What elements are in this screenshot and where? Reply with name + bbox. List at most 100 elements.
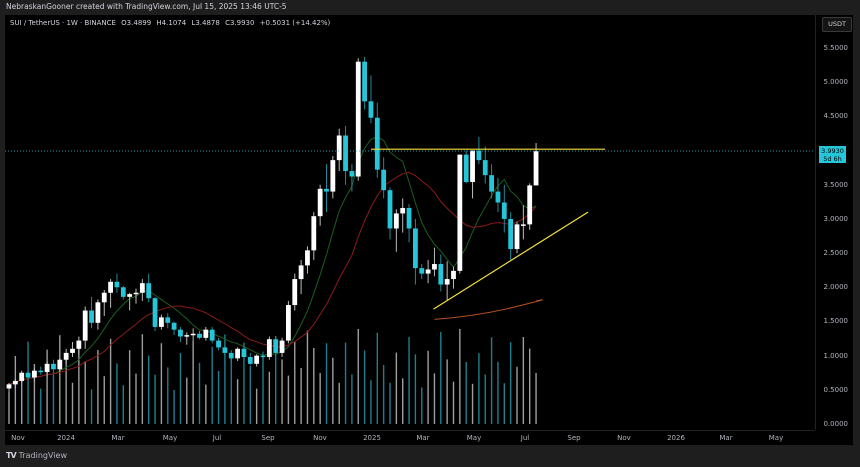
candle-body [25, 372, 31, 378]
candle-body [273, 339, 279, 353]
candle-body [425, 269, 431, 274]
candle-body [114, 281, 120, 288]
candle-body [120, 287, 126, 297]
candle-body [197, 333, 202, 338]
candle-body [235, 348, 240, 359]
candle-body [89, 310, 94, 323]
candle-body [355, 61, 361, 177]
candle-body [419, 268, 425, 274]
time-tick-label: Sep [261, 434, 275, 442]
candle-body [165, 317, 171, 323]
candle-body [159, 317, 164, 327]
candle-body [501, 202, 507, 219]
candle-body [254, 355, 260, 364]
candle-body [438, 264, 444, 285]
price-tick-label: 3.5000 [823, 180, 849, 189]
candle-body [324, 188, 329, 192]
ohlc-open: O3.4899 [121, 19, 152, 27]
candle-body [400, 207, 406, 214]
candle-body [311, 216, 317, 251]
price-tick-label: 2.5000 [823, 249, 849, 258]
candle-body [63, 352, 69, 360]
fast-ma-line [8, 136, 537, 385]
attribution-text: NebraskanGooner created with TradingView… [6, 2, 287, 11]
candle-body [393, 213, 399, 229]
price-tick-label: 0.0000 [823, 420, 849, 428]
candle-body [432, 264, 437, 270]
candle-body [51, 363, 56, 370]
candle-body [457, 154, 463, 271]
candle-body [171, 322, 177, 330]
symbol-legend: SUI / TetherUS · 1W · BINANCE O3.4899 H4… [10, 19, 333, 27]
candle-body [216, 340, 221, 348]
price-tick-label: 1.5000 [823, 317, 849, 326]
time-tick-label: 2025 [363, 434, 381, 442]
candle-body [463, 154, 469, 182]
candle-body [279, 340, 285, 353]
candle-body [470, 150, 475, 182]
currency-badge[interactable]: USDT [822, 17, 852, 32]
candle-body [374, 117, 380, 170]
candle-body [57, 359, 63, 370]
candle-body [298, 265, 304, 280]
candle-body [76, 340, 82, 349]
price-chart-canvas[interactable] [5, 15, 815, 430]
symbol-title[interactable]: SUI / TetherUS · 1W · BINANCE [10, 19, 116, 27]
candle-body [203, 329, 209, 338]
candle-body [317, 188, 323, 217]
support-trendline[interactable] [433, 211, 589, 310]
candle-body [451, 270, 456, 280]
ohlc-close: C3.9930 [225, 19, 255, 27]
time-axis[interactable]: Nov 2024 Mar May Jul Sep Nov 2025 Mar May Jul Sep No… [5, 430, 815, 446]
candle-body [413, 228, 418, 269]
candle-body [330, 160, 336, 192]
ohlc-high: H4.1074 [156, 19, 187, 27]
candle-body [38, 370, 44, 373]
candle-body [101, 292, 107, 303]
candle-body [190, 333, 196, 336]
candle-body [12, 380, 18, 385]
time-tick-label: Nov [617, 434, 631, 442]
candle-body [228, 352, 234, 359]
candle-body [476, 150, 482, 161]
candle-body [514, 224, 520, 249]
tradingview-logo-icon: TV [6, 451, 17, 460]
candle-body [178, 329, 183, 337]
time-tick-label: 2026 [667, 434, 685, 442]
candle-body [349, 171, 355, 177]
price-tick-label: 3.0000 [823, 214, 849, 223]
time-tick-label: May [768, 434, 784, 442]
time-tick-label: Mar [111, 434, 125, 442]
price-axis[interactable]: 5.5000 5.0000 4.5000 3.5000 3.0000 2.5000 2.00… [815, 15, 854, 430]
candle-body [32, 370, 37, 378]
candle-body [133, 292, 139, 295]
candle-body [482, 160, 488, 176]
time-tick-label: Nov [11, 434, 25, 442]
time-tick-label: Mar [719, 434, 733, 442]
tradingview-brand: TradingView [18, 451, 67, 460]
candle-body [381, 169, 387, 191]
candle-body [247, 357, 253, 364]
ohlc-change: +0.5031 (+14.42%) [259, 19, 331, 27]
candle-body [70, 348, 75, 353]
candle-body [44, 363, 50, 373]
candle-body [495, 191, 501, 203]
candle-body [127, 294, 133, 297]
time-tick-label: Sep [567, 434, 581, 442]
last-price-label: 3.9930 5d 6h [819, 146, 846, 163]
footer-branding: TV TradingView [6, 451, 67, 460]
candle-body [444, 279, 450, 285]
candle-body [527, 185, 533, 225]
candle-body [82, 310, 88, 341]
candle-body [19, 372, 25, 381]
candle-body [362, 61, 367, 102]
time-tick-label: May [162, 434, 178, 442]
candle-body [533, 151, 539, 186]
price-tick-label: 1.0000 [823, 351, 849, 360]
last-price-value: 3.9930 [821, 147, 844, 155]
candle-body [95, 302, 101, 323]
long-ma-line [434, 299, 543, 320]
candle-body [406, 207, 412, 229]
chart-frame[interactable] [5, 15, 854, 445]
candle-body [241, 348, 247, 358]
